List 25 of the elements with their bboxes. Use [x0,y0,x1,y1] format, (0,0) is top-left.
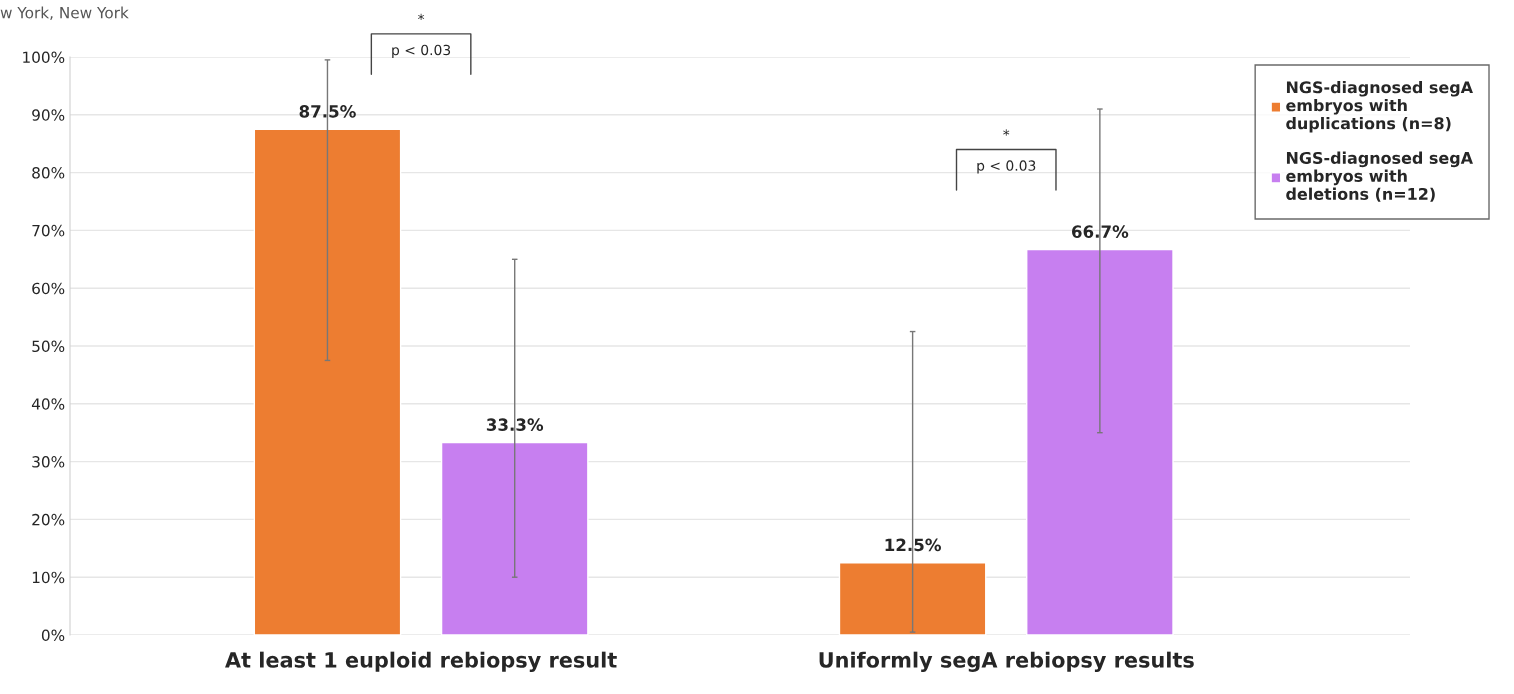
bar [253,128,402,635]
y-tick-label: 60% [32,282,65,295]
y-tick-label: 70% [32,224,65,237]
annotation: p < 0.03 [392,44,451,58]
legend-label: NGS-diagnosed segA embryos with duplications (n=8) [1286,80,1473,133]
x-tick-label: Uniformly segA rebiopsy results [819,651,1194,672]
x-tick-label: At least 1 euploid rebiopsy result [225,651,617,672]
annotation: * [1003,129,1010,136]
legend-label: NGS-diagnosed segA embryos with deletions (n=12) [1286,151,1473,202]
y-tick-label: 30% [32,456,65,468]
bar [1026,248,1174,635]
y-tick-label: 0% [41,629,65,642]
y-tick-label: 10% [32,571,65,584]
bar [440,441,589,635]
text: * [418,13,425,21]
y-tick-label: 50% [32,340,65,353]
y-tick-label: 80% [32,167,65,179]
annotation: p < 0.03 [977,160,1036,174]
y-tick-label: 100% [23,51,65,64]
data-label: 66.7% [1071,225,1129,238]
y-tick-label: 40% [31,398,65,410]
bar [838,562,987,635]
text: w York, New York [0,6,129,20]
y-tick-label: 90% [32,109,65,121]
y-tick-label: 20% [32,513,65,526]
